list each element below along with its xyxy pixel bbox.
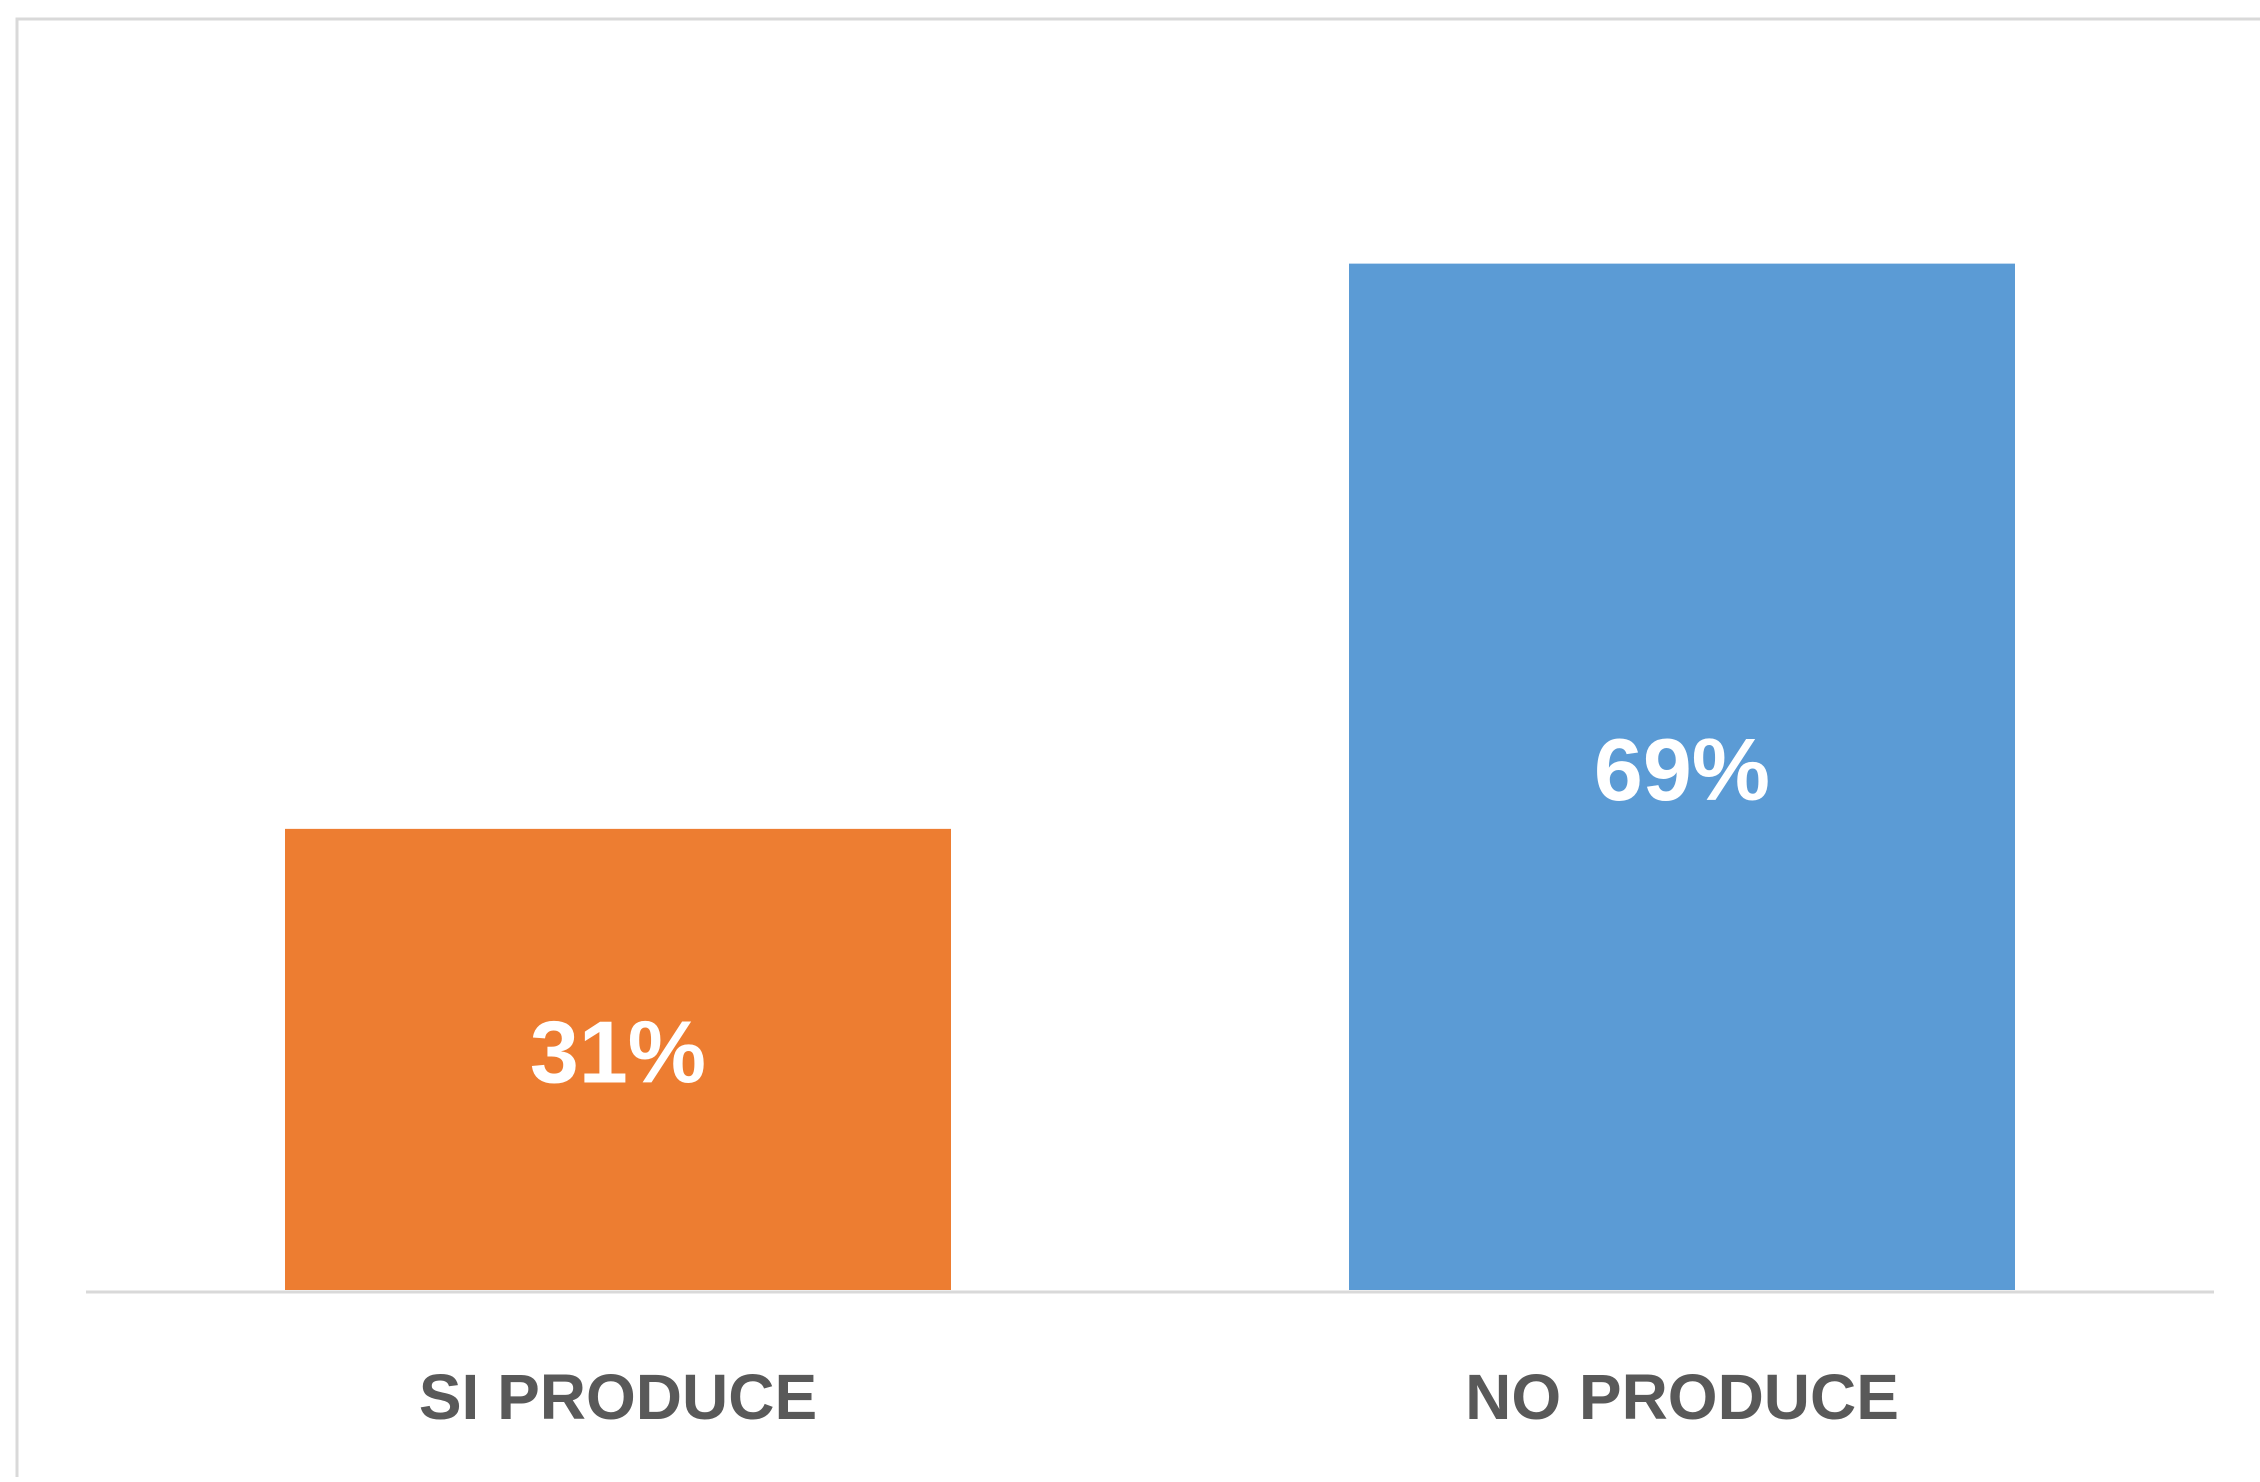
data-labels-layer: 31% 69%: [530, 720, 1770, 1102]
bar-0: [285, 828, 951, 1290]
data-label-0: 31%: [530, 1003, 706, 1102]
x-tick-labels-layer: SI PRODUCE NO PRODUCE: [419, 1361, 1899, 1433]
data-label-1: 69%: [1594, 720, 1770, 819]
x-tick-label-1: NO PRODUCE: [1465, 1361, 1899, 1433]
bars-layer: [285, 263, 2015, 1290]
bar-1: [1349, 263, 2015, 1290]
x-tick-label-0: SI PRODUCE: [419, 1361, 817, 1433]
